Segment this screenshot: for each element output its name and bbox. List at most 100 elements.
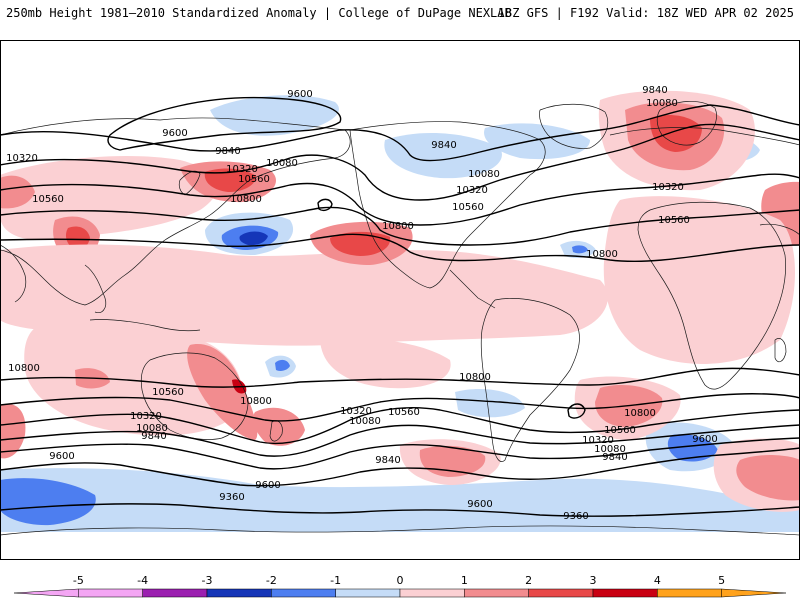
colorbar-tick-label: 1 <box>461 574 468 587</box>
neg-anom-canada <box>384 133 502 179</box>
contour-label: 10800 <box>382 221 414 232</box>
contour-label: 9360 <box>219 492 244 503</box>
pos-anom-scandinavia-core <box>650 115 702 152</box>
coast-madagascar <box>774 338 787 363</box>
model-valid-time: 18Z GFS | F192 Valid: 18Z WED APR 02 202… <box>497 6 794 20</box>
neg-anom-nz-core <box>275 359 290 371</box>
contour-label: 9840 <box>602 452 627 463</box>
contour-10320-south <box>0 406 800 445</box>
contour-label: 10560 <box>658 215 690 226</box>
contour-label: 10800 <box>459 372 491 383</box>
contour-label: 10320 <box>340 406 372 417</box>
neg-anom-south-atlantic <box>455 388 525 418</box>
coast-eurasia-west <box>0 117 351 306</box>
contour-label: 10800 <box>624 408 656 419</box>
contour-10800-south <box>0 367 800 388</box>
contour-label: 10080 <box>136 423 168 434</box>
contour-label: 10320 <box>130 411 162 422</box>
contour-10080-south <box>0 424 800 457</box>
neg-anom-aleutian-core <box>239 231 268 246</box>
contour-label: 10320 <box>6 153 38 164</box>
pos-anom-eastasia <box>0 155 218 240</box>
coastlines <box>0 101 800 536</box>
contour-label: 10560 <box>388 407 420 418</box>
contour-10320-north <box>0 173 800 226</box>
contour-label: 9840 <box>431 140 456 151</box>
contour-9360-south <box>0 503 800 517</box>
contour-label: 9600 <box>287 89 312 100</box>
colorbar-segment <box>657 588 722 598</box>
contour-label: 10080 <box>266 158 298 169</box>
pos-anom-westedge <box>0 175 35 209</box>
contour-label: 10080 <box>594 444 626 455</box>
contour-label: 9840 <box>642 85 667 96</box>
contour-label: 10560 <box>452 202 484 213</box>
contour-label: 10800 <box>8 363 40 374</box>
neg-anom-antarctic-west <box>0 478 96 526</box>
contour-10560-north <box>0 206 800 246</box>
colorbar-tick-label: -1 <box>330 574 341 587</box>
coast-africa <box>637 201 786 390</box>
pos-anom-westedge-south <box>0 403 26 459</box>
contour-10080-north <box>0 123 800 201</box>
contour-label: 9840 <box>375 455 400 466</box>
pos-anom-tibet-core <box>65 226 90 250</box>
pos-anom-tasman <box>253 407 305 446</box>
contour-label: 9600 <box>49 451 74 462</box>
neg-anom-greenland <box>484 123 590 160</box>
coast-india <box>0 244 27 303</box>
contour-label: 9840 <box>141 431 166 442</box>
anomaly-shading <box>0 90 800 532</box>
anomaly-map: 9600 9600 10320 10560 9840 10080 10320 1… <box>0 40 800 560</box>
coast-greenland <box>539 103 609 149</box>
contour-label: 10080 <box>646 98 678 109</box>
pos-anom-africa <box>603 196 795 364</box>
colorbar-segment <box>206 588 272 598</box>
colorbar-tick-label: 3 <box>590 574 597 587</box>
pos-anom-npac-east-core <box>330 231 391 256</box>
colorbar-tick-label: -3 <box>202 574 213 587</box>
colorbar-segment <box>335 588 401 598</box>
coast-europe <box>609 127 800 146</box>
pos-anom-japan-core <box>204 168 256 192</box>
colorbar-segment <box>528 588 594 598</box>
contour-label: 9600 <box>255 480 280 491</box>
neg-anom-atlantic-small-core <box>572 245 588 254</box>
colorbar-segment <box>592 588 658 598</box>
contour-label: 10560 <box>238 174 270 185</box>
contour-label: 10800 <box>586 249 618 260</box>
coast-arabia <box>759 223 800 236</box>
colorbar-segment <box>399 588 465 598</box>
contour-labels: 9600 9600 10320 10560 9840 10080 10320 1… <box>6 85 718 522</box>
coast-scandinavia <box>656 101 717 146</box>
anomaly-colorbar: -5 -4 -3 -2 -1 0 1 2 3 4 5 <box>13 574 787 598</box>
colorbar-tick-label: 4 <box>654 574 661 587</box>
pos-anom-southindian-mid <box>736 455 800 501</box>
contour-label: 10320 <box>582 435 614 446</box>
neg-anom-indian-south-core <box>667 434 718 462</box>
contour-9600-npac <box>107 96 342 151</box>
colorbar-tip-high <box>721 588 787 598</box>
colorbar-segment <box>464 588 529 598</box>
map-title: 250mb Height 1981–2010 Standardized Anom… <box>6 6 512 20</box>
contour-9600-south <box>0 447 800 487</box>
colorbar-tick-label: -5 <box>73 574 84 587</box>
contour-label: 9840 <box>215 146 240 157</box>
pos-anom-australia-mid <box>187 344 258 440</box>
contour-closed-npac <box>317 198 333 212</box>
contour-label: 10080 <box>349 416 381 427</box>
contour-label: 10800 <box>230 194 262 205</box>
colorbar-segment <box>142 588 208 598</box>
colorbar-tick-label: 5 <box>718 574 725 587</box>
coast-se-asia <box>84 264 107 314</box>
colorbar-segment <box>271 588 336 598</box>
coast-australia <box>140 352 249 440</box>
contour-label: 10560 <box>32 194 64 205</box>
colorbar-tick-label: 0 <box>397 574 404 587</box>
coast-indonesia <box>89 319 201 332</box>
height-contours <box>0 96 800 517</box>
contour-label: 9600 <box>692 434 717 445</box>
contour-10560-south <box>0 393 800 422</box>
contour-9840-south <box>0 437 800 470</box>
contour-9840-north <box>0 104 800 162</box>
